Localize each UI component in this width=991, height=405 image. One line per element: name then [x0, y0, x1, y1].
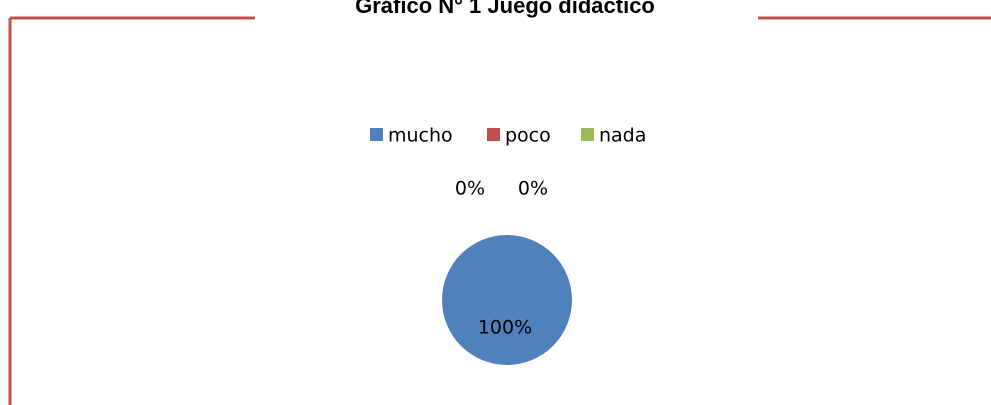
data-label: 0% — [455, 178, 485, 200]
legend-swatch — [487, 128, 500, 141]
legend-swatch — [370, 128, 383, 141]
legend-swatch — [581, 128, 594, 141]
legend-label: poco — [505, 125, 551, 147]
pie-slice — [442, 235, 572, 365]
legend-label: mucho — [388, 125, 453, 147]
chart-title: Gráfico N° 1 Juego didáctico — [355, 0, 655, 18]
legend-label: nada — [599, 125, 646, 147]
data-label: 100% — [478, 317, 532, 339]
data-label: 0% — [518, 178, 548, 200]
